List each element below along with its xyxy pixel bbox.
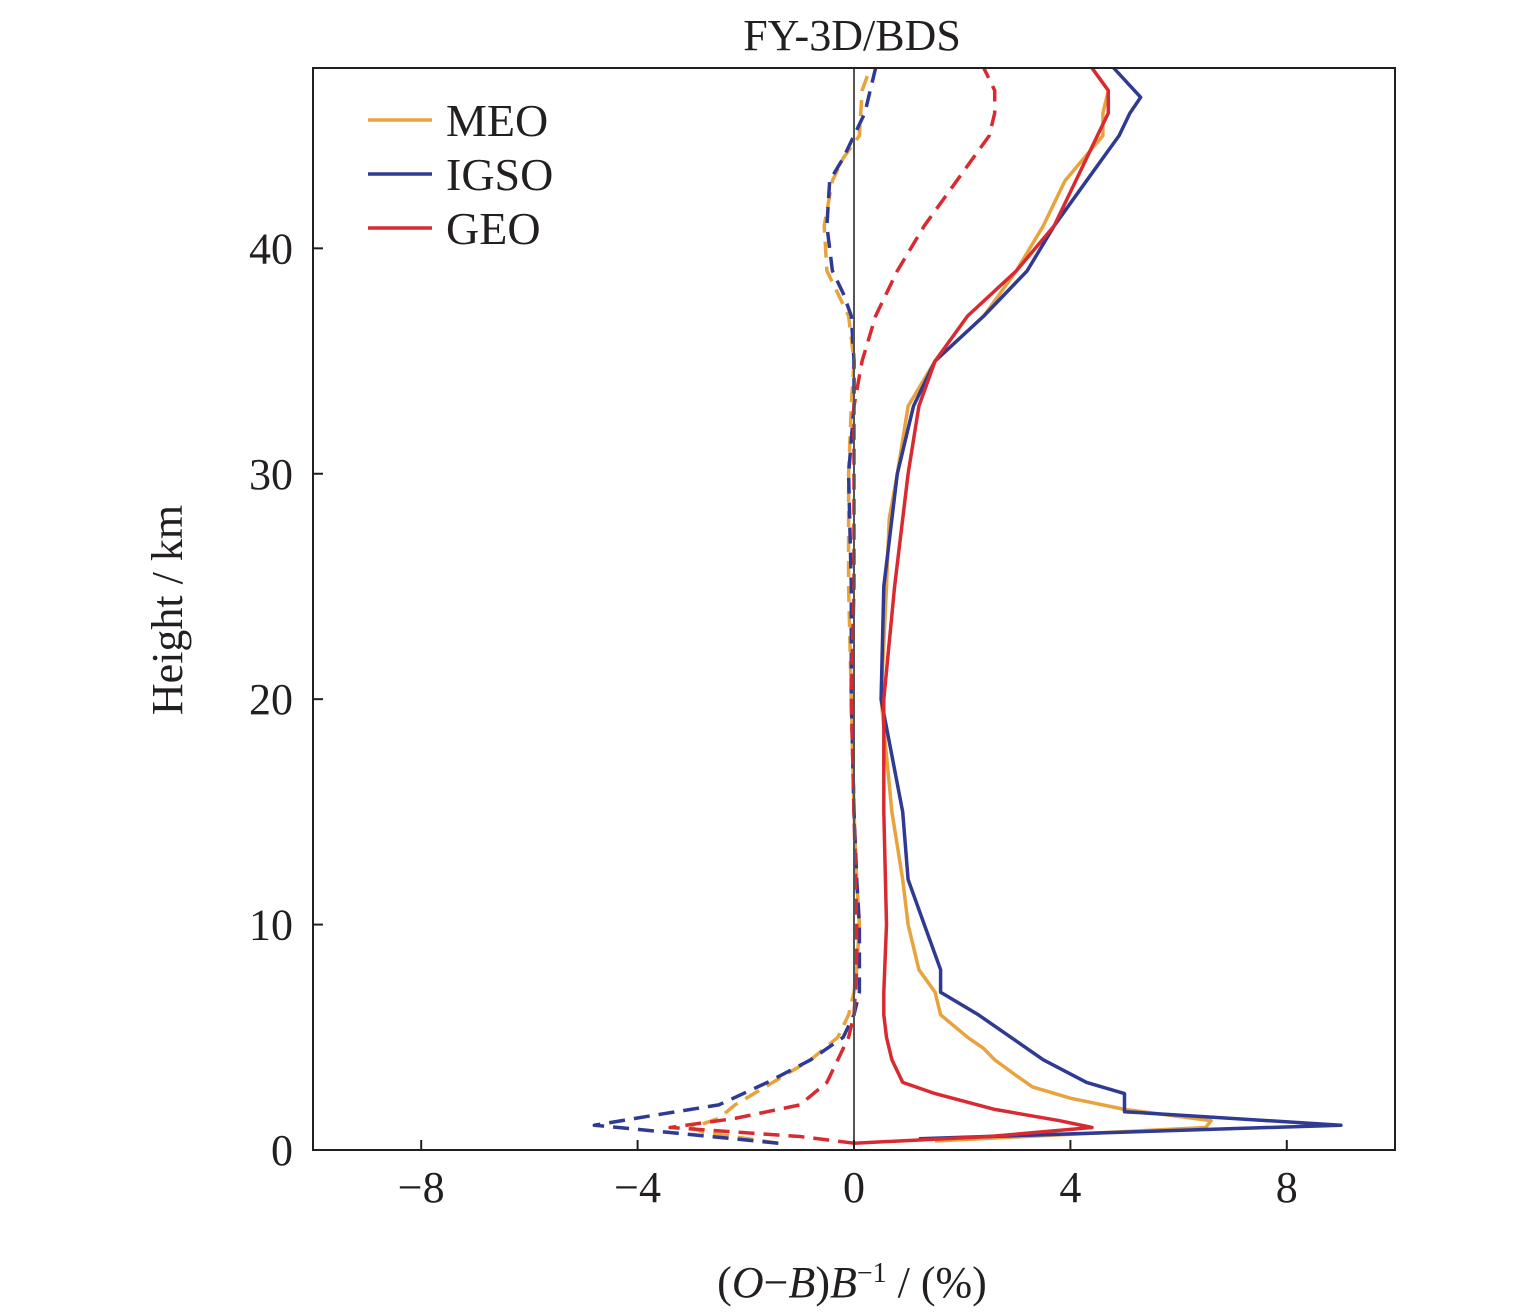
x-tick-label: −4 [614, 1163, 661, 1212]
y-axis-title: Height / km [143, 505, 192, 715]
igso-mean-line [592, 67, 878, 1145]
plot-area [592, 66, 1343, 1145]
y-tick-label: 0 [271, 1126, 293, 1175]
igso-legend-label: IGSO [446, 149, 553, 200]
x-axis-title: (O−B)B−1 / (%) [717, 1258, 987, 1308]
x-tick-label: 8 [1276, 1163, 1298, 1212]
chart-title: FY-3D/BDS [743, 11, 961, 60]
meo-mean-line [689, 67, 872, 1145]
y-tick-label: 40 [249, 224, 293, 273]
geo-mean-line [668, 67, 997, 1145]
meo-std-line [879, 66, 1213, 1143]
igso-std-line [879, 66, 1343, 1141]
y-tick-label: 20 [249, 675, 293, 724]
geo-legend-label: GEO [446, 203, 541, 254]
meo-legend-label: MEO [446, 95, 548, 146]
x-tick-label: 4 [1059, 1163, 1081, 1212]
x-axis: −8 −4 0 4 8 [398, 1140, 1298, 1212]
y-tick-label: 10 [249, 901, 293, 950]
y-tick-label: 30 [249, 450, 293, 499]
x-tick-label: −8 [398, 1163, 445, 1212]
y-axis: 0 10 20 30 40 [249, 224, 323, 1175]
geo-std-line [853, 66, 1111, 1145]
x-tick-label: 0 [843, 1163, 865, 1212]
